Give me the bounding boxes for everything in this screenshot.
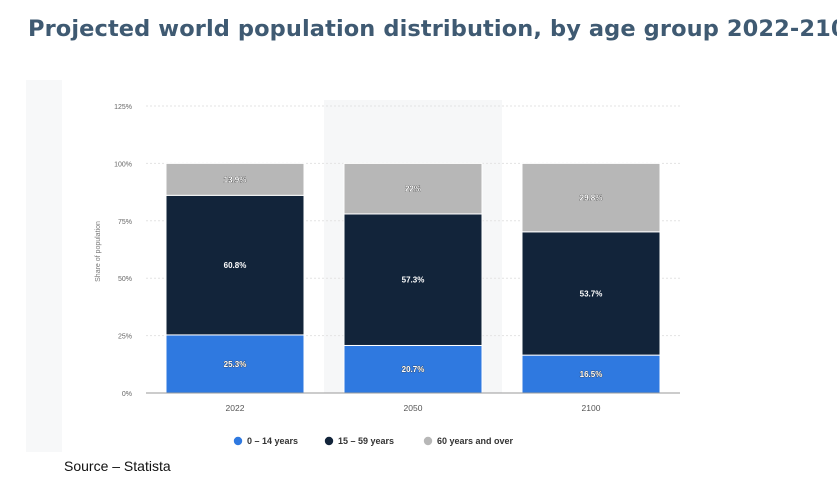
chart-panel: 0% 25% 50% 75% 100% 125% Share of population 25…	[26, 80, 686, 452]
data-label: 25.3%	[224, 360, 247, 369]
legend-marker	[423, 436, 433, 446]
bar-segment	[343, 162, 483, 215]
page-title: Projected world population distribution,…	[28, 16, 837, 42]
data-label: 22%	[405, 185, 421, 194]
x-tick-label: 2100	[582, 403, 601, 413]
y-tick-label: 75%	[118, 219, 132, 226]
data-label: 53.7%	[580, 289, 603, 298]
y-tick-label: 100%	[114, 161, 132, 168]
legend-marker	[324, 436, 334, 446]
bar-segment	[521, 231, 661, 356]
x-tick-label: 2022	[226, 403, 245, 413]
y-tick-label: 25%	[118, 334, 132, 341]
data-label: 13.9%	[224, 175, 247, 184]
stacked-bar-chart: 0% 25% 50% 75% 100% 125% Share of population 25…	[62, 80, 686, 452]
legend-label: 15 – 59 years	[338, 436, 394, 446]
data-label: 16.5%	[580, 370, 603, 379]
y-tick-label: 50%	[118, 276, 132, 283]
source-note: Source – Statista	[64, 458, 171, 474]
legend-marker	[233, 436, 243, 446]
legend-label: 60 years and over	[437, 436, 514, 446]
y-tick-label: 125%	[114, 104, 132, 111]
bar-segment	[521, 354, 661, 394]
x-tick-label: 2050	[404, 403, 423, 413]
data-label: 20.7%	[402, 365, 425, 374]
data-label: 29.8%	[580, 194, 603, 203]
bar-segment	[521, 162, 661, 233]
legend-label: 0 – 14 years	[247, 436, 298, 446]
data-label: 60.8%	[224, 261, 247, 270]
bar-segment	[165, 162, 305, 196]
data-label: 57.3%	[402, 276, 425, 285]
y-axis-label: Share of population	[95, 221, 102, 282]
y-tick-label: 0%	[122, 391, 132, 398]
